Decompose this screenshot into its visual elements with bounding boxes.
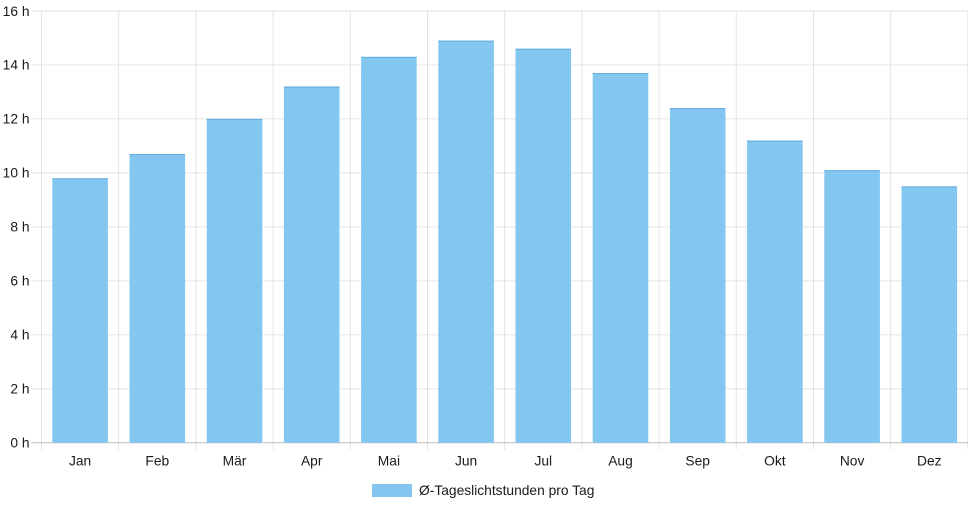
svg-text:Apr: Apr [301, 453, 323, 468]
svg-text:Okt: Okt [764, 453, 786, 468]
svg-text:10 h: 10 h [3, 166, 30, 181]
svg-text:Jul: Jul [534, 453, 552, 468]
svg-text:0 h: 0 h [10, 436, 29, 451]
svg-text:Feb: Feb [145, 453, 169, 468]
svg-text:2 h: 2 h [10, 382, 29, 397]
svg-text:Dez: Dez [917, 453, 942, 468]
svg-text:Aug: Aug [608, 453, 633, 468]
svg-text:Mai: Mai [378, 453, 400, 468]
svg-text:Ø-Tageslichtstunden pro Tag: Ø-Tageslichtstunden pro Tag [419, 483, 594, 498]
svg-text:12 h: 12 h [3, 112, 30, 127]
svg-text:Jun: Jun [455, 453, 477, 468]
svg-text:4 h: 4 h [10, 328, 29, 343]
svg-text:Nov: Nov [840, 453, 865, 468]
svg-text:Jan: Jan [69, 453, 91, 468]
svg-text:16 h: 16 h [3, 4, 30, 19]
svg-text:Sep: Sep [685, 453, 710, 468]
svg-text:6 h: 6 h [10, 274, 29, 289]
svg-text:14 h: 14 h [3, 58, 30, 73]
svg-text:Mär: Mär [223, 453, 247, 468]
svg-text:8 h: 8 h [10, 220, 29, 235]
